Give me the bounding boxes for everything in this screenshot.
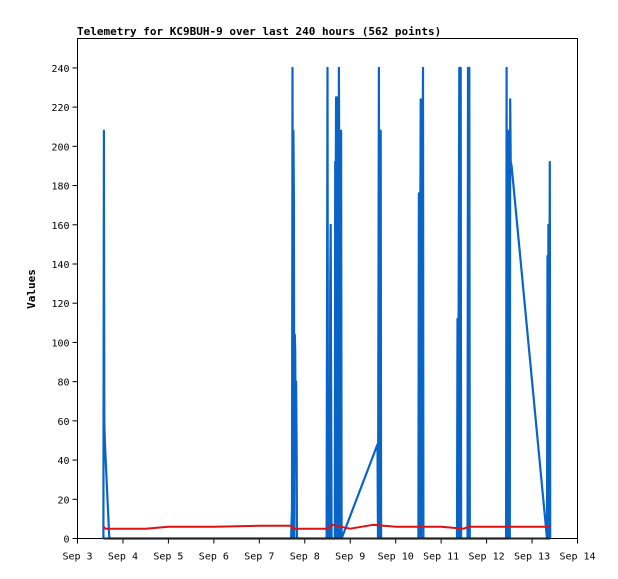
y-tick-label: 240 — [51, 64, 69, 75]
x-tick-label: Sep 13 — [514, 552, 550, 563]
x-tick-label: Sep 11 — [423, 552, 459, 563]
x-tick-label: Sep 5 — [153, 552, 183, 563]
y-tick-label: 180 — [51, 182, 69, 193]
y-tick-label: 200 — [51, 142, 69, 153]
series-line-1 — [102, 66, 552, 540]
x-tick-label: Sep 14 — [559, 552, 595, 563]
y-tick-label: 100 — [51, 338, 69, 349]
chart-title: Telemetry for KC9BUH-9 over last 240 hou… — [77, 25, 441, 38]
series-line-2 — [102, 523, 551, 530]
x-tick-label: Sep 8 — [290, 552, 320, 563]
x-tick-label: Sep 7 — [244, 552, 274, 563]
y-tick-label: 60 — [57, 417, 69, 428]
y-axis-label: Values — [25, 269, 38, 309]
y-tick-label: 0 — [63, 535, 69, 546]
series-group — [102, 66, 552, 540]
x-axis-ticks: Sep 3 Sep 4 Sep 5 Sep 6 Sep 7 Sep 8 Sep 9 Sep 1… — [62, 538, 596, 563]
y-tick-label: 120 — [51, 299, 69, 310]
y-tick-label: 160 — [51, 221, 69, 232]
x-tick-label: Sep 12 — [469, 552, 505, 563]
x-tick-label: Sep 6 — [199, 552, 229, 563]
y-tick-label: 220 — [51, 103, 69, 114]
y-axis-ticks: 0 20 40 60 80 100 120 140 160 180 200 220 240 — [51, 64, 78, 546]
x-tick-label: Sep 3 — [62, 552, 92, 563]
y-tick-label: 80 — [57, 378, 69, 389]
y-tick-label: 20 — [57, 495, 69, 506]
y-tick-label: 40 — [57, 456, 69, 467]
x-tick-label: Sep 9 — [335, 552, 365, 563]
x-tick-label: Sep 10 — [378, 552, 414, 563]
y-tick-label: 140 — [51, 260, 69, 271]
x-tick-label: Sep 4 — [108, 552, 138, 563]
